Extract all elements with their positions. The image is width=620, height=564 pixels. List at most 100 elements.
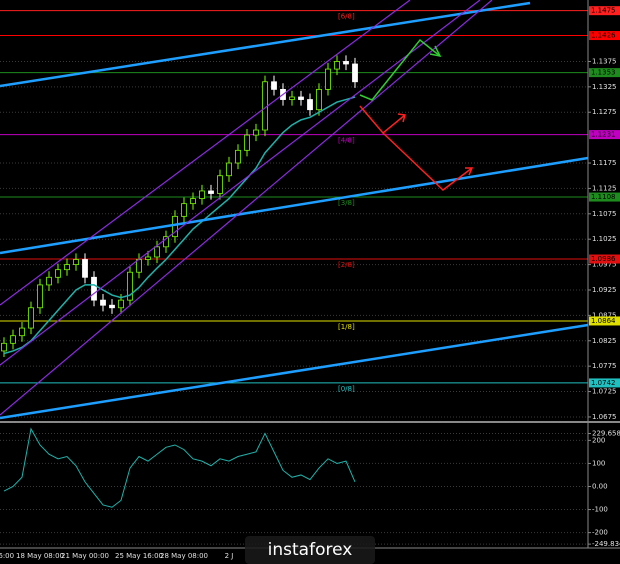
candle-body <box>28 307 34 329</box>
candle-body <box>10 335 16 344</box>
level-name: [1/8] <box>338 323 355 331</box>
candle-body <box>244 134 250 151</box>
candle-body <box>136 259 142 273</box>
level-label-box <box>589 130 620 140</box>
y-tick-label: 1.1375 <box>592 57 617 65</box>
candle-body <box>109 304 115 309</box>
x-tick-label: 25 May 16:00 <box>115 552 163 560</box>
y-tick-label: -200 <box>592 529 608 537</box>
candle-body <box>199 190 205 199</box>
candle-body <box>289 96 295 100</box>
level-name: [6/8] <box>338 13 355 21</box>
x-tick-label: 28 May 08:00 <box>160 552 208 560</box>
level-label: 1.0742 <box>591 379 616 387</box>
level-label-box <box>589 6 620 16</box>
candle-body <box>64 264 70 271</box>
oscillator-line <box>3 427 356 508</box>
level-label-box <box>589 31 620 41</box>
forecast-arrow <box>359 38 441 101</box>
candle-body <box>343 61 349 65</box>
y-tick-label: 200 <box>592 436 605 444</box>
candle-body <box>325 68 331 90</box>
candle-body <box>100 299 106 306</box>
candle-body <box>82 259 88 278</box>
channel-line <box>0 0 493 416</box>
level-label: 1.1353 <box>591 69 616 77</box>
x-tick-label: 16:00 <box>0 552 14 560</box>
y-tick-label: -249.834 <box>592 540 620 548</box>
candle-body <box>334 61 340 70</box>
level-label-box <box>589 254 620 264</box>
candle-body <box>298 96 304 100</box>
watermark-box <box>245 536 375 564</box>
level-name: [2/8] <box>338 261 355 269</box>
y-tick-label: 100 <box>592 459 605 467</box>
channel-line <box>0 0 411 306</box>
level-label: 1.1426 <box>591 32 616 40</box>
y-tick-label: 1.0925 <box>592 286 617 294</box>
candle-body <box>226 162 232 177</box>
y-tick-label: 1.0825 <box>592 337 617 345</box>
trend-line <box>0 323 589 420</box>
candle-body <box>127 271 133 301</box>
candle-body <box>145 256 151 260</box>
level-label-box <box>589 316 620 326</box>
y-tick-label: 1.0875 <box>592 311 617 319</box>
candle-body <box>172 215 178 238</box>
y-tick-label: 1.1075 <box>592 210 617 218</box>
level-name: [4/8] <box>338 137 355 145</box>
y-tick-label: 1.0975 <box>592 261 617 269</box>
x-tick-label: 2 J <box>225 552 234 560</box>
candle-body <box>91 276 97 301</box>
level-label: 1.1231 <box>591 131 616 139</box>
candle-body <box>55 269 61 278</box>
candle-body <box>217 175 223 194</box>
y-tick-label: 1.0775 <box>592 362 617 370</box>
candle-body <box>235 149 241 164</box>
candle-body <box>271 81 277 90</box>
x-tick-label: 18 May 08:00 <box>16 552 64 560</box>
forecast-arrow <box>382 132 473 191</box>
candle-body <box>73 259 79 265</box>
channel-line <box>0 0 481 366</box>
level-label: 1.1108 <box>591 193 616 201</box>
arrow-head <box>465 167 474 176</box>
candle-body <box>352 63 358 83</box>
arrow-head <box>429 45 442 58</box>
moving-average <box>3 96 356 355</box>
candle-body <box>37 284 43 309</box>
y-tick-label: 229.6586 <box>592 430 620 438</box>
level-name: [0/8] <box>338 385 355 393</box>
y-tick-label: -100 <box>592 506 608 514</box>
candle-body <box>307 99 313 111</box>
trend-line <box>0 1 531 88</box>
candle-body <box>253 129 259 136</box>
level-label: 1.0864 <box>591 317 616 325</box>
x-tick-label: 21 May 00:00 <box>61 552 109 560</box>
y-tick-label: 1.1325 <box>592 83 617 91</box>
level-label-box <box>589 68 620 78</box>
level-name: [3/8] <box>338 199 355 207</box>
level-label: 1.0986 <box>591 255 616 263</box>
candle-body <box>316 88 322 111</box>
candle-body <box>190 198 196 205</box>
y-tick-label: 1.1175 <box>592 159 617 167</box>
level-label-box <box>589 192 620 202</box>
y-tick-label: 1.1275 <box>592 108 617 116</box>
candle-body <box>154 246 160 258</box>
watermark: instaforex <box>268 540 353 560</box>
candle-body <box>163 236 169 248</box>
y-tick-label: 1.0675 <box>592 413 617 421</box>
y-tick-label: 1.1125 <box>592 184 617 192</box>
drawings <box>0 0 589 420</box>
y-tick-label: 1.1025 <box>592 235 617 243</box>
y-tick-label: 0.00 <box>592 482 608 490</box>
candle-body <box>118 299 124 309</box>
level-label-box <box>589 378 620 388</box>
trend-line <box>0 156 589 255</box>
candle-body <box>19 327 25 337</box>
arrow-head <box>397 113 406 123</box>
candle-body <box>208 190 214 194</box>
candle-body <box>46 276 52 286</box>
